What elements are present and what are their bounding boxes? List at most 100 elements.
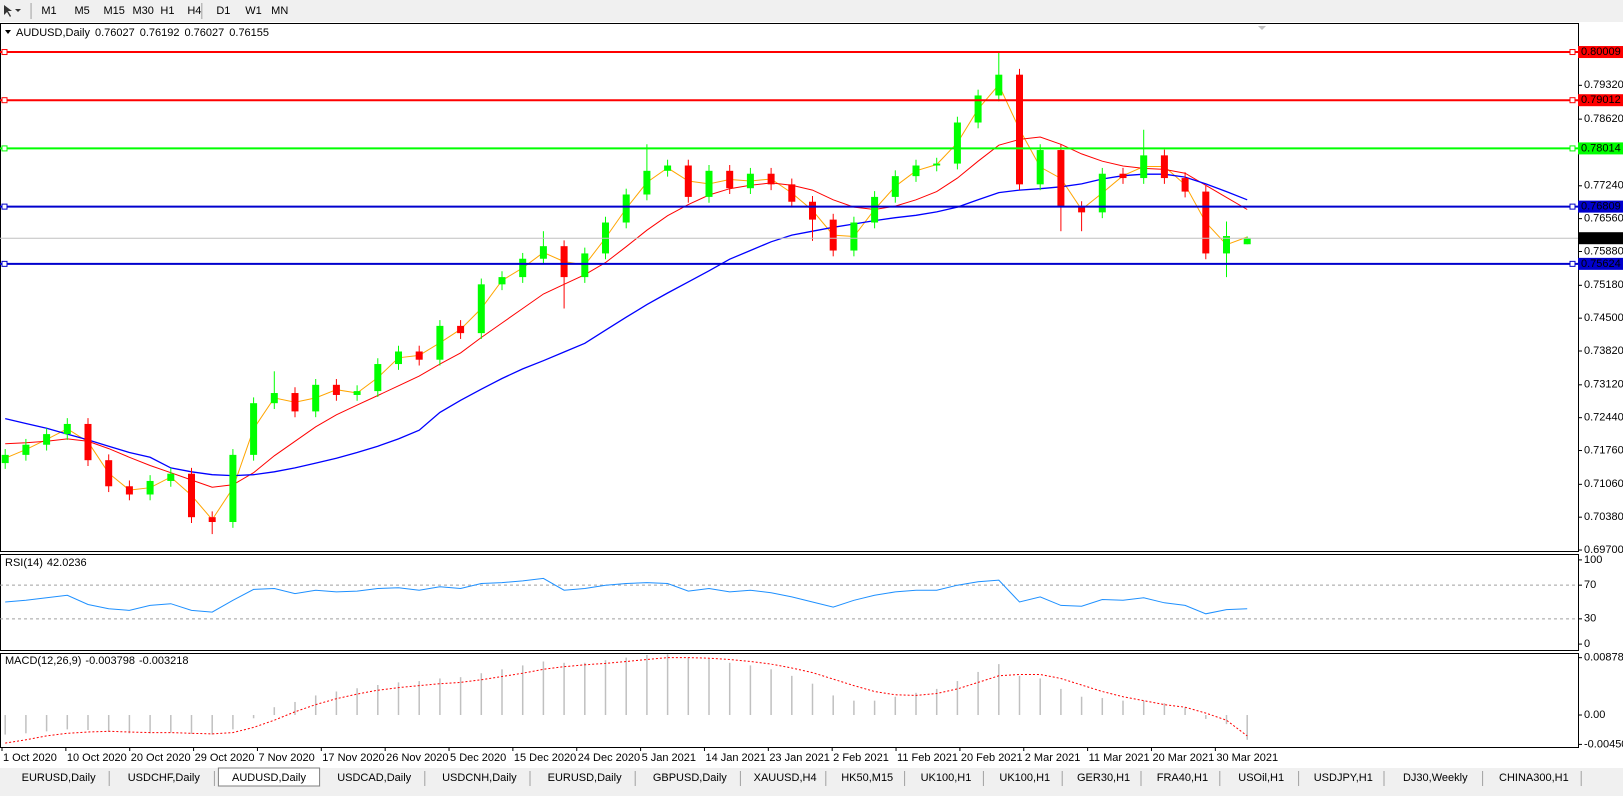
toolbar bbox=[0, 0, 1623, 22]
candle-body bbox=[684, 165, 692, 197]
timeframe-button[interactable]: M5 bbox=[75, 5, 90, 17]
y-tick-label: 0 bbox=[1584, 638, 1590, 650]
quote-value: 0.76027 bbox=[95, 27, 135, 39]
chart-tab[interactable]: AUDUSD,Daily bbox=[232, 772, 306, 784]
chart-tab[interactable]: GER30,H1 bbox=[1077, 772, 1130, 784]
candle-body bbox=[1036, 150, 1044, 185]
chart-tab[interactable]: USDCHF,Daily bbox=[128, 772, 201, 784]
y-tick-label: 100 bbox=[1584, 554, 1602, 566]
y-tick-label: 0.77240 bbox=[1584, 180, 1623, 192]
candle-body bbox=[912, 165, 920, 177]
candle-body bbox=[291, 393, 299, 412]
x-tick-label: 24 Dec 2020 bbox=[578, 752, 640, 764]
current-price-box bbox=[1578, 232, 1623, 245]
candle-body bbox=[374, 364, 382, 392]
x-tick-label: 29 Oct 2020 bbox=[195, 752, 255, 764]
dropdown-arrow[interactable] bbox=[15, 9, 21, 12]
candle-body bbox=[125, 486, 133, 495]
indicator-value: -0.003218 bbox=[139, 655, 189, 667]
candle-body bbox=[1, 454, 9, 464]
chart-tab[interactable]: USDCAD,Daily bbox=[337, 772, 411, 784]
level-price-box bbox=[1578, 200, 1623, 213]
y-tick-label: 0.00 bbox=[1584, 709, 1605, 721]
candle-body bbox=[1181, 178, 1189, 192]
panel-frame bbox=[0, 554, 1579, 651]
x-tick-label: 15 Dec 2020 bbox=[514, 752, 576, 764]
level-price-box bbox=[1578, 257, 1623, 270]
chart-tab[interactable]: FRA40,H1 bbox=[1157, 772, 1208, 784]
chart-tab[interactable]: UK100,H1 bbox=[999, 772, 1050, 784]
x-tick-label: 20 Oct 2020 bbox=[131, 752, 191, 764]
level-handle bbox=[1569, 203, 1576, 210]
level-handle bbox=[1, 145, 8, 152]
candle-body bbox=[1119, 173, 1127, 179]
y-tick-label: -0.004503 bbox=[1584, 738, 1623, 750]
level-price-box bbox=[1578, 94, 1623, 107]
chart-tab[interactable]: USOil,H1 bbox=[1238, 772, 1284, 784]
y-tick-label: 0.008785 bbox=[1584, 652, 1623, 664]
chart-tab[interactable]: XAUUSD,H4 bbox=[754, 772, 817, 784]
x-tick-label: 2 Feb 2021 bbox=[833, 752, 889, 764]
candle-body bbox=[415, 351, 423, 360]
level-handle bbox=[1569, 260, 1576, 267]
candle-body bbox=[829, 219, 837, 251]
candle-body bbox=[788, 184, 796, 202]
quote-value: 0.76192 bbox=[140, 27, 180, 39]
candle-body bbox=[332, 384, 340, 395]
candle-body bbox=[167, 473, 175, 481]
x-tick-label: 11 Mar 2021 bbox=[1089, 752, 1150, 764]
level-price-label: 0.76809 bbox=[1581, 201, 1621, 213]
rsi-line bbox=[5, 577, 1248, 615]
chart-tab[interactable]: EURUSD,Daily bbox=[22, 772, 96, 784]
quote-value: 0.76027 bbox=[185, 27, 225, 39]
candle-body bbox=[809, 201, 816, 220]
chart-tab[interactable]: CHINA300,H1 bbox=[1499, 772, 1569, 784]
y-tick-label: 0.72440 bbox=[1584, 412, 1623, 424]
level-price-box bbox=[1578, 46, 1623, 59]
cursor-icon[interactable] bbox=[4, 5, 12, 17]
chart-tab[interactable]: UK100,H1 bbox=[921, 772, 972, 784]
level-price-label: 0.78014 bbox=[1581, 142, 1621, 154]
chart-tab[interactable]: DJ30,Weekly bbox=[1403, 772, 1468, 784]
chart-tab[interactable]: EURUSD,Daily bbox=[548, 772, 622, 784]
timeframe-button[interactable]: MN bbox=[271, 5, 288, 17]
y-tick-label: 0.78620 bbox=[1584, 113, 1623, 125]
level-handle bbox=[1, 203, 8, 210]
macd-title: MACD(12,26,9) -0.003798 -0.003218 bbox=[5, 655, 189, 667]
panel-frame bbox=[0, 653, 1579, 748]
timeframe-button[interactable]: W1 bbox=[245, 5, 261, 17]
timeframe-button[interactable]: M15 bbox=[104, 5, 125, 17]
candle-body bbox=[519, 258, 527, 278]
candle-body bbox=[705, 170, 713, 197]
timeframe-button[interactable]: H4 bbox=[187, 5, 201, 17]
current-price-label: 0.76155 bbox=[1581, 232, 1621, 244]
x-tick-label: 11 Feb 2021 bbox=[897, 752, 958, 764]
candle-body bbox=[436, 325, 444, 360]
candle-body bbox=[229, 454, 237, 523]
indicator-name: RSI(14) bbox=[5, 557, 43, 569]
candle-body bbox=[250, 403, 258, 455]
rsi-title: RSI(14) 42.0236 bbox=[5, 557, 87, 569]
timeframe-button[interactable]: M1 bbox=[41, 5, 56, 17]
y-tick-label: 0.71060 bbox=[1584, 478, 1623, 490]
candle-body bbox=[84, 423, 92, 461]
chart-tab[interactable]: HK50,M15 bbox=[841, 772, 893, 784]
timeframe-button[interactable]: H1 bbox=[160, 5, 174, 17]
x-tick-label: 26 Nov 2020 bbox=[386, 752, 448, 764]
chart-tab[interactable]: GBPUSD,Daily bbox=[653, 772, 727, 784]
candle-body bbox=[43, 434, 51, 445]
x-tick-label: 20 Mar 2021 bbox=[1152, 752, 1214, 764]
level-handle bbox=[1, 97, 8, 104]
candle-body bbox=[581, 253, 589, 278]
y-tick-label: 0.76560 bbox=[1584, 213, 1623, 225]
candle-body bbox=[891, 176, 899, 197]
chart-tab[interactable]: USDJPY,H1 bbox=[1314, 772, 1373, 784]
chart-tab[interactable]: USDCNH,Daily bbox=[442, 772, 517, 784]
level-handle bbox=[1569, 145, 1576, 152]
candle-body bbox=[1098, 173, 1106, 213]
candle-body bbox=[933, 163, 941, 166]
candle-body bbox=[63, 423, 71, 435]
timeframe-button[interactable]: D1 bbox=[216, 5, 230, 17]
timeframe-button[interactable]: M30 bbox=[132, 5, 153, 17]
